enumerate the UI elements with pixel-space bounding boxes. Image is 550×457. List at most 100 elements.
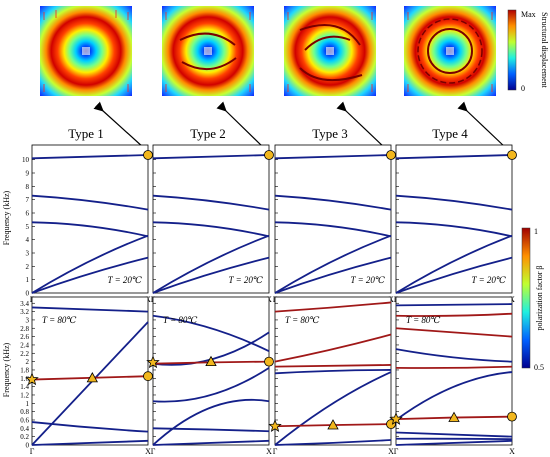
lower-panel-1: 00.20.40.60.811.21.41.61.822.22.42.62.83… [20,296,153,456]
lower-band [395,431,513,438]
upper-band [274,234,392,294]
lower-panels: 00.20.40.60.811.21.41.61.822.22.42.62.83… [20,296,517,456]
lower-ytick-label: 1.2 [20,391,29,399]
lower-xtick-label: X [145,447,151,456]
colorbar-max-label: Max [521,10,536,19]
lower-ytick-label: 1.4 [20,383,29,391]
lower-panel-frame [152,296,270,446]
polarization-max-label: 1 [534,227,538,236]
upper-temperature-label: T = 20℃ [108,275,143,285]
lower-band [152,427,270,433]
circle-marker [143,371,153,382]
lower-band [395,303,513,307]
lower-band [31,421,149,433]
lower-xtick-label: Γ [151,447,156,456]
lower-band [152,314,270,353]
lower-band [274,439,392,446]
upper-band [152,234,270,294]
triangle-marker [205,355,217,367]
upper-panel-frame [395,144,513,294]
type-label-3: Type 3 [312,126,348,141]
upper-ytick-label: 6 [26,210,30,218]
displacement-colorbar: Max 0 Structural displacement [507,9,549,93]
lower-band [274,333,392,363]
circle-marker [507,411,517,422]
upper-band [31,154,149,160]
upper-band [31,194,149,211]
polarization-colorbar: 1 0.5 polarization factor β [521,227,544,372]
upper-panel-1: 012345678910ΓXT = 20℃ [22,144,153,304]
mode-shape-type-3 [284,6,376,96]
lower-band [31,439,149,446]
upper-band [274,154,392,160]
lower-ytick-label: 0.4 [20,425,29,433]
lower-xtick-label: X [266,447,272,456]
upper-panel-2: ΓXT = 20℃ [151,144,274,304]
lower-band [152,439,270,446]
lower-ytick-label: 3.4 [20,300,29,308]
star-marker [389,412,403,425]
upper-ytick-label: 10 [22,156,30,164]
lower-panel-2: Γ XT = 80℃ [146,296,274,456]
lower-ytick-label: 3 [26,316,30,324]
mode-shape-type-1 [40,6,132,96]
upper-ytick-label: 7 [26,196,30,204]
star-marker [25,372,39,386]
lower-band [395,365,513,369]
lower-ytick-label: 0 [26,442,30,450]
upper-band [395,154,513,160]
lower-ytick-label: 0.2 [20,433,29,441]
upper-temperature-label: T = 20℃ [472,275,507,285]
lower-temperature-label: T = 80℃ [406,315,441,325]
circle-marker [386,150,396,160]
upper-ytick-label: 9 [26,170,30,178]
lower-ytick-label: 0.6 [20,416,29,424]
upper-ytick-label: 3 [26,250,30,258]
upper-band [395,234,513,294]
upper-band [274,194,392,211]
upper-panel-frame [31,144,149,294]
lower-band [152,398,270,446]
lower-band [395,348,513,363]
lower-band [31,306,149,313]
upper-panel-4: ΓXT = 20℃ [394,144,517,304]
upper-panel-3: ΓXT = 20℃ [273,144,396,304]
circle-marker [507,150,517,160]
polarization-min-label: 0.5 [534,363,544,372]
lower-band [274,369,392,375]
lower-ytick-label: 1.6 [20,375,29,383]
lower-temperature-label: T = 80℃ [42,315,77,325]
lower-xtick-label: Γ [30,447,35,456]
lower-ytick-label: 1 [26,400,30,408]
star-marker [146,355,160,369]
upper-ytick-label: 5 [26,223,30,231]
upper-ytick-label: 2 [26,263,30,271]
lower-band [274,364,392,368]
type-label-2: Type 2 [190,126,226,141]
upper-temperature-label: T = 20℃ [229,275,264,285]
lower-band [274,371,392,446]
upper-panel-frame [274,144,392,294]
upper-band [152,194,270,211]
mode-shape-type-2 [162,6,254,96]
mode-shape-type-4 [404,6,496,96]
upper-band [31,221,149,238]
lower-band [395,371,513,421]
lower-band [395,439,513,446]
lower-panel-4: Γ XT = 80℃ [389,296,517,456]
lower-xtick-label: X [388,447,394,456]
lower-xtick-label: Γ [273,447,278,456]
upper-ytick-label: 1 [26,276,30,284]
triangle-marker [327,419,339,430]
lower-band [274,301,392,313]
polarization-title: polarization factor β [535,266,544,331]
lower-xtick-label: X [509,447,515,456]
upper-band [152,154,270,160]
upper-band [274,256,392,294]
circle-marker [143,150,153,160]
star-marker [268,419,282,432]
upper-temperature-label: T = 20℃ [351,275,386,285]
upper-band [274,221,392,238]
lower-ytick-label: 0.8 [20,408,29,416]
